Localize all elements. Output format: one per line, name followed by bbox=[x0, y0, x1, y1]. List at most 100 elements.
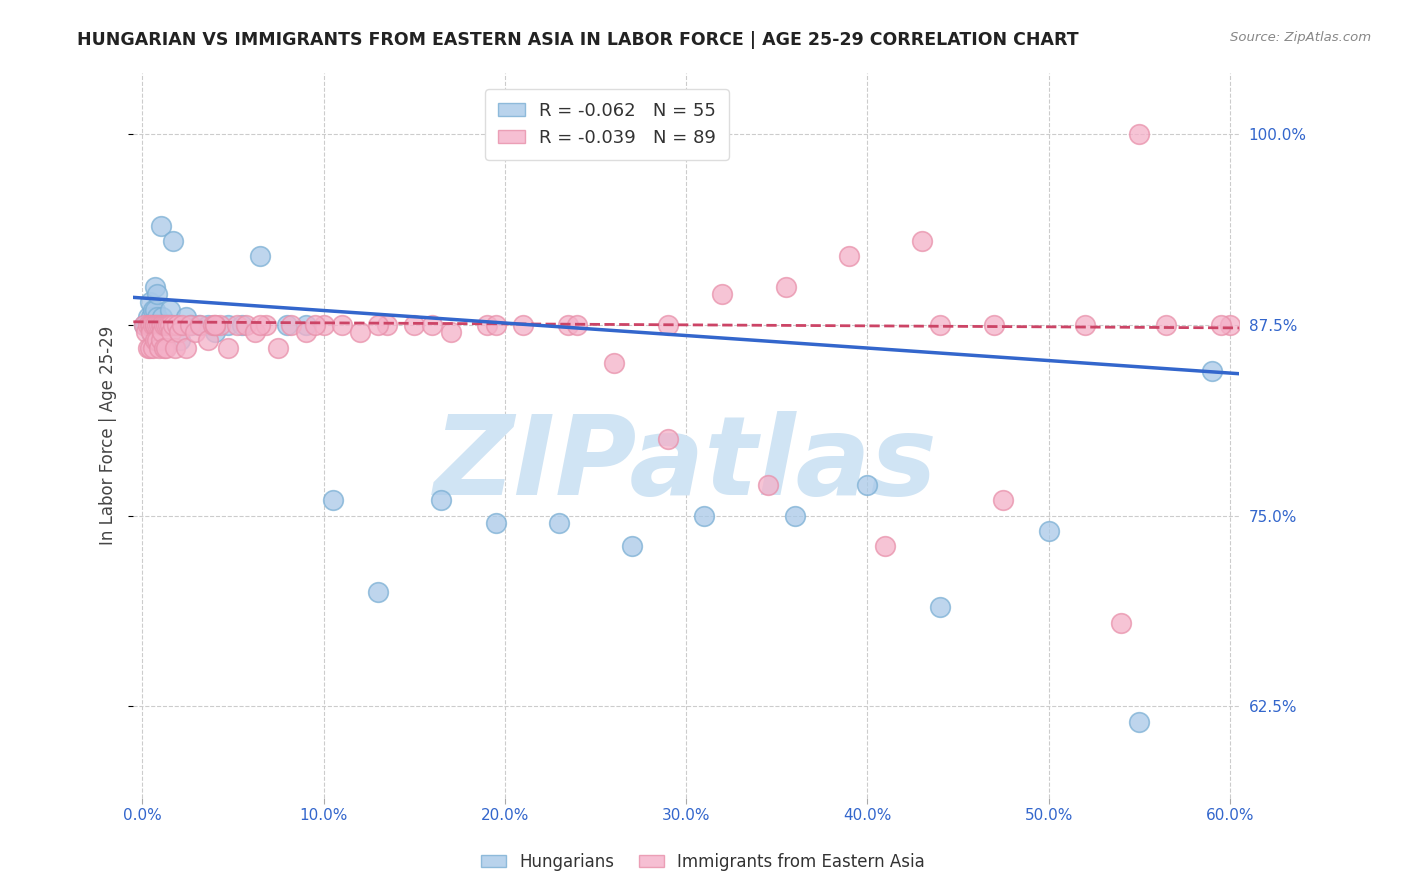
Point bbox=[375, 318, 398, 332]
Point bbox=[276, 318, 298, 332]
Text: Source: ZipAtlas.com: Source: ZipAtlas.com bbox=[1230, 31, 1371, 45]
Point bbox=[141, 326, 163, 340]
Point bbox=[312, 318, 335, 332]
Point bbox=[1309, 318, 1331, 332]
Point bbox=[141, 310, 163, 325]
Point bbox=[150, 326, 173, 340]
Point bbox=[142, 302, 165, 317]
Point bbox=[184, 326, 207, 340]
Point bbox=[217, 318, 239, 332]
Point bbox=[155, 341, 177, 355]
Point bbox=[148, 318, 170, 332]
Point bbox=[142, 318, 165, 332]
Point bbox=[775, 279, 797, 293]
Point bbox=[209, 318, 232, 332]
Legend: Hungarians, Immigrants from Eastern Asia: Hungarians, Immigrants from Eastern Asia bbox=[472, 845, 934, 880]
Point bbox=[174, 310, 197, 325]
Point bbox=[231, 318, 253, 332]
Point bbox=[657, 318, 679, 332]
Point bbox=[134, 318, 156, 332]
Point bbox=[620, 539, 643, 553]
Point bbox=[204, 318, 226, 332]
Point bbox=[153, 341, 176, 355]
Point bbox=[136, 318, 159, 332]
Point bbox=[485, 516, 508, 531]
Point bbox=[143, 318, 166, 332]
Point bbox=[512, 318, 534, 332]
Point bbox=[149, 333, 172, 347]
Point bbox=[146, 310, 169, 325]
Point bbox=[928, 600, 950, 615]
Point bbox=[217, 341, 239, 355]
Point bbox=[756, 478, 779, 492]
Point bbox=[180, 318, 202, 332]
Point bbox=[330, 318, 353, 332]
Point bbox=[1272, 318, 1295, 332]
Point bbox=[166, 318, 188, 332]
Point bbox=[163, 341, 186, 355]
Point bbox=[1209, 318, 1232, 332]
Point bbox=[322, 493, 344, 508]
Point bbox=[983, 318, 1005, 332]
Point bbox=[197, 333, 219, 347]
Point bbox=[179, 318, 201, 332]
Point bbox=[138, 318, 160, 332]
Point bbox=[1109, 615, 1132, 630]
Point bbox=[143, 318, 166, 332]
Point bbox=[167, 326, 190, 340]
Point bbox=[404, 318, 426, 332]
Point bbox=[280, 318, 302, 332]
Point bbox=[1219, 318, 1241, 332]
Point bbox=[1128, 714, 1150, 729]
Point bbox=[149, 219, 172, 233]
Point bbox=[135, 326, 157, 340]
Point bbox=[136, 310, 159, 325]
Point bbox=[197, 318, 219, 332]
Point bbox=[149, 318, 172, 332]
Point bbox=[430, 493, 453, 508]
Point bbox=[146, 318, 169, 332]
Point bbox=[149, 318, 172, 332]
Point bbox=[1128, 127, 1150, 141]
Point bbox=[1201, 364, 1223, 378]
Point bbox=[294, 326, 316, 340]
Point bbox=[153, 318, 176, 332]
Point bbox=[148, 341, 170, 355]
Point bbox=[138, 295, 160, 310]
Point bbox=[254, 318, 277, 332]
Point bbox=[153, 318, 176, 332]
Point bbox=[136, 318, 159, 332]
Point bbox=[602, 356, 624, 370]
Point bbox=[711, 287, 734, 301]
Point bbox=[138, 318, 160, 332]
Point bbox=[187, 318, 209, 332]
Point bbox=[146, 333, 169, 347]
Point bbox=[156, 318, 179, 332]
Point bbox=[1156, 318, 1178, 332]
Point bbox=[160, 318, 183, 332]
Point bbox=[159, 302, 181, 317]
Point bbox=[657, 433, 679, 447]
Point bbox=[367, 585, 389, 599]
Point bbox=[856, 478, 879, 492]
Point bbox=[156, 318, 179, 332]
Point bbox=[475, 318, 498, 332]
Point bbox=[155, 318, 177, 332]
Point bbox=[204, 318, 226, 332]
Point bbox=[567, 318, 589, 332]
Point bbox=[243, 326, 266, 340]
Point bbox=[141, 318, 163, 332]
Point bbox=[146, 287, 169, 301]
Point bbox=[150, 310, 173, 325]
Point bbox=[143, 302, 166, 317]
Point bbox=[160, 326, 183, 340]
Point bbox=[548, 516, 571, 531]
Point bbox=[138, 341, 160, 355]
Point bbox=[141, 326, 163, 340]
Point bbox=[838, 249, 860, 263]
Point bbox=[162, 234, 184, 248]
Point bbox=[143, 333, 166, 347]
Point bbox=[142, 341, 165, 355]
Point bbox=[557, 318, 579, 332]
Point bbox=[150, 318, 173, 332]
